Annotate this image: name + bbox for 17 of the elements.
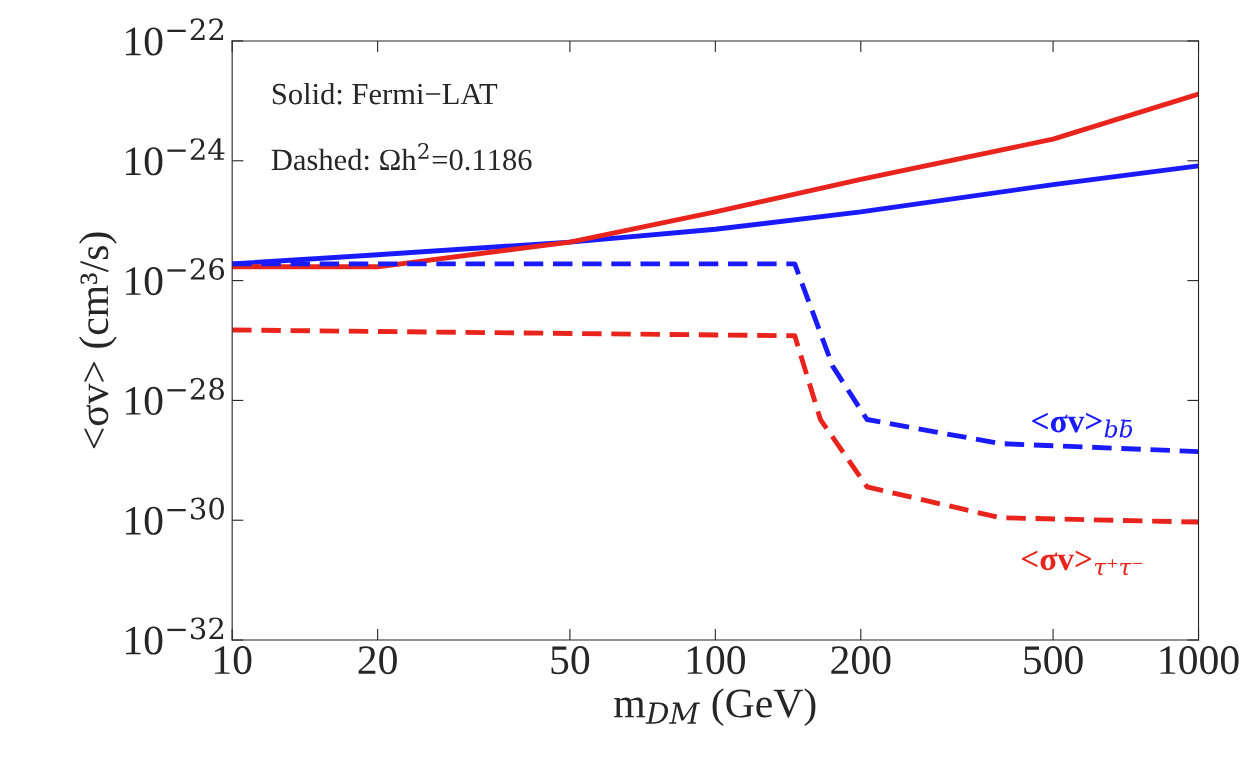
annotation: Solid: Fermi−LAT bbox=[272, 82, 498, 105]
x-tick-label: 100 bbox=[687, 646, 746, 675]
y-tick-label: 10$^{−26}$ bbox=[125, 257, 225, 296]
y-tick-label: 10$^{−22}$ bbox=[125, 18, 224, 56]
annotation: Dashed: Ωh$^{2}$=0.1186 bbox=[271, 142, 532, 171]
x-tick-label: 50 bbox=[551, 646, 590, 675]
y-tick-label: 10$^{−24}$ bbox=[125, 138, 225, 176]
y-tick-label: 10$^{−30}$ bbox=[125, 497, 224, 535]
annotation: <σv>$_{τ⁺τ⁻}$ bbox=[1021, 550, 1143, 576]
x-axis-title: m$_{DM}$ (GeV) bbox=[614, 688, 816, 727]
y-axis-title: <σv> (cm³/s) bbox=[78, 232, 117, 449]
annotation: <σv>$_{bb̄}$ bbox=[1032, 412, 1133, 438]
x-tick-label: 1000 bbox=[1160, 646, 1239, 675]
x-tick-label: 200 bbox=[831, 646, 891, 675]
x-tick-label: 20 bbox=[358, 646, 397, 675]
x-tick-label: 500 bbox=[1024, 646, 1083, 675]
y-tick-label: 10$^{−28}$ bbox=[125, 377, 224, 415]
